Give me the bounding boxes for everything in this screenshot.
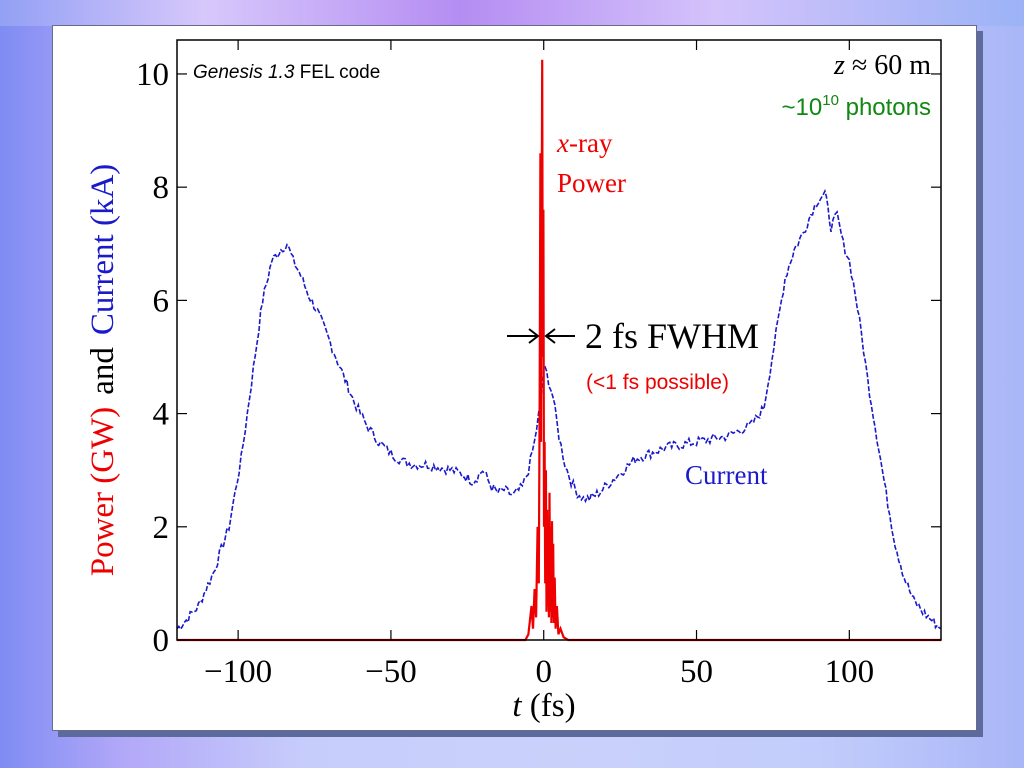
x-tick-label: −100: [204, 654, 272, 690]
y-tick-label: 6: [153, 283, 170, 319]
y-axis-label: Power (GW) and Current (kA): [85, 164, 121, 577]
y-axis-label-current: Current (kA): [85, 164, 121, 335]
series-layer: [176, 59, 942, 642]
photons-exponent: 10: [822, 92, 839, 109]
series-line-current: [176, 188, 942, 631]
z-label: z ≈ 60 m: [833, 50, 931, 81]
xray-label-line2: Power: [557, 168, 626, 198]
xray-label-rest: -ray: [569, 128, 613, 158]
x-axis-label-var: t: [512, 688, 522, 724]
y-tick-label: 2: [153, 510, 170, 546]
background-band: [0, 0, 1024, 26]
code-label-rest: FEL code: [294, 62, 380, 83]
photons-suffix: photons: [839, 94, 931, 121]
x-axis-label-unit: (fs): [522, 688, 576, 724]
x-axis-label: t (fs): [512, 688, 575, 724]
photons-label: ~1010 photons: [782, 92, 931, 121]
fwhm-arrow-left-head: [528, 328, 540, 344]
fwhm-arrows: [507, 328, 575, 344]
code-label-italic: Genesis 1.3: [193, 62, 295, 83]
slide-panel: −100 −50 0 50 100 0 2 4 6 8 10 Genesis 1.3 FEL cod…: [52, 25, 977, 731]
fwhm-note: (<1 fs possible): [586, 371, 729, 394]
current-label: Current: [685, 460, 768, 490]
chart: −100 −50 0 50 100 0 2 4 6 8 10 Genesis 1.3 FEL cod…: [85, 39, 942, 724]
y-axis-label-and: and: [85, 347, 121, 395]
z-label-var: z: [833, 50, 845, 81]
y-axis-label-power: Power (GW): [85, 407, 121, 577]
x-tick-label: 50: [680, 654, 713, 690]
xray-label-line1: x-ray: [556, 128, 613, 158]
photons-prefix: ~10: [782, 94, 823, 121]
xray-label-var: x: [556, 128, 569, 158]
series-line-xray-power: [177, 59, 941, 642]
fwhm-label: 2 fs FWHM: [585, 316, 759, 356]
fwhm-arrow-right-head: [544, 328, 556, 344]
tick-layer: −100 −50 0 50 100 0 2 4 6 8 10: [136, 40, 941, 690]
y-tick-label: 8: [153, 170, 170, 206]
x-tick-label: −50: [365, 654, 417, 690]
x-tick-label: 100: [825, 654, 875, 690]
y-tick-label: 10: [136, 57, 169, 93]
x-tick-label: 0: [535, 654, 552, 690]
y-tick-label: 0: [153, 623, 170, 659]
plot-frame: [176, 39, 942, 641]
y-tick-label: 4: [153, 397, 170, 433]
z-label-rest: ≈ 60 m: [845, 50, 931, 81]
code-label: Genesis 1.3 FEL code: [193, 62, 380, 83]
